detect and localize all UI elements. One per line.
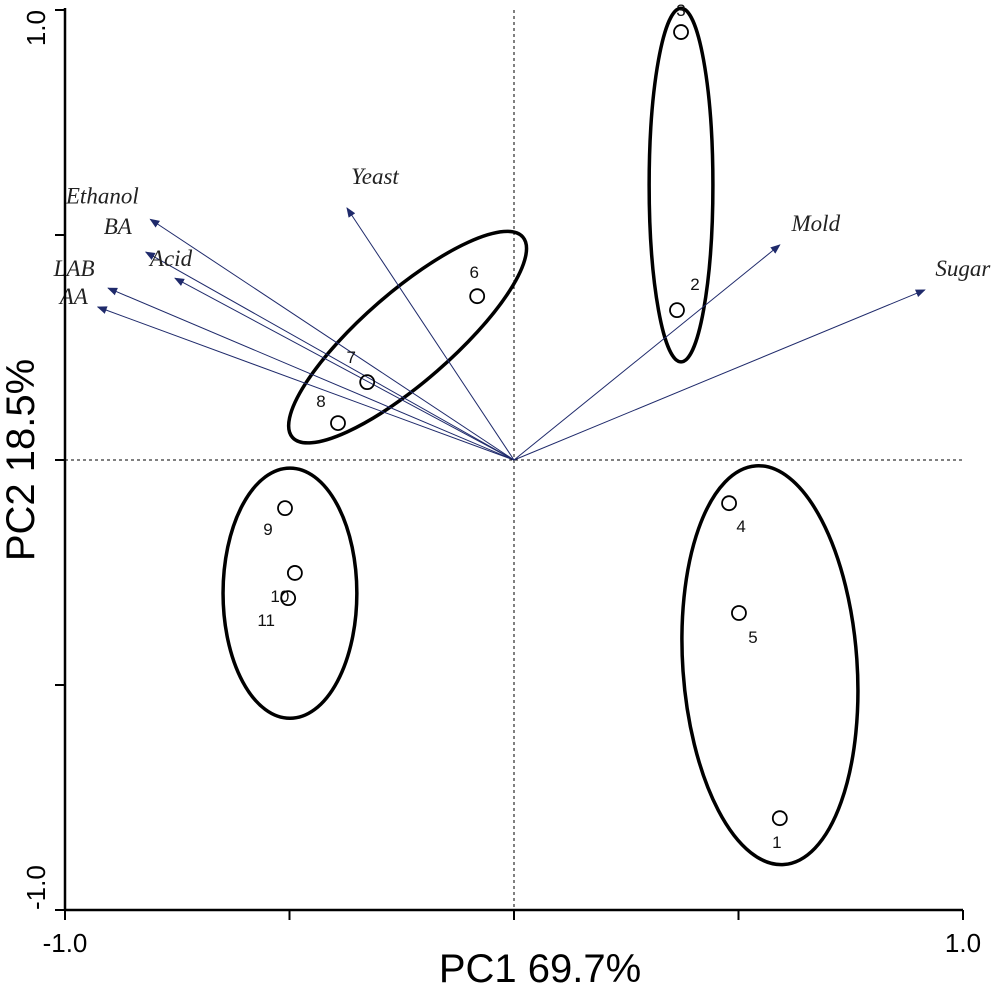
- score-label: 4: [736, 517, 745, 536]
- score-label: 7: [346, 348, 355, 367]
- loading-arrow-sugar: [513, 289, 926, 461]
- loading-label: Acid: [148, 246, 193, 271]
- score-label: 10: [270, 587, 289, 606]
- loading-arrow-yeast: [346, 207, 515, 461]
- x-axis-title: PC1 69.7%: [439, 947, 641, 988]
- score-label: 8: [316, 392, 325, 411]
- loading-label: Yeast: [351, 164, 399, 189]
- y-tick-label: 1.0: [21, 10, 51, 46]
- x-tick-label: 1.0: [945, 928, 981, 958]
- loading-arrow-lab: [107, 287, 515, 461]
- loading-label: Ethanol: [65, 183, 139, 208]
- group-ellipse: [286, 229, 529, 445]
- loading-label: Sugar: [935, 256, 991, 281]
- loading-label: BA: [104, 214, 133, 239]
- score-point: [277, 500, 293, 517]
- loading-arrow-ba: [144, 251, 515, 461]
- score-label: 5: [748, 628, 757, 647]
- score-point: [771, 810, 788, 827]
- score-point: [673, 24, 689, 40]
- score-label: 2: [690, 275, 699, 294]
- score-point: [286, 565, 303, 581]
- y-tick-label: -1.0: [21, 865, 51, 910]
- loading-label: Mold: [791, 211, 841, 236]
- loading-label: AA: [58, 284, 89, 309]
- score-point: [330, 415, 346, 432]
- loading-arrow-acid: [174, 277, 515, 461]
- score-label: 1: [772, 833, 781, 852]
- x-tick-label: -1.0: [43, 928, 88, 958]
- score-label: 11: [257, 611, 275, 630]
- group-ellipse: [647, 6, 715, 364]
- y-axis-title: PC2 18.5%: [0, 359, 43, 561]
- score-point: [731, 605, 747, 621]
- score-label: 6: [469, 263, 478, 282]
- group-ellipse: [680, 464, 860, 867]
- score-point: [721, 495, 737, 512]
- loading-label: LAB: [53, 256, 95, 281]
- score-point: [469, 288, 486, 305]
- score-label: 3: [676, 1, 685, 20]
- score-point: [359, 374, 376, 391]
- loading-arrow-mold: [513, 244, 781, 461]
- loading-arrow-ethanol: [149, 218, 515, 461]
- score-point: [280, 590, 297, 607]
- loading-arrow-aa: [96, 306, 515, 461]
- score-point: [669, 302, 685, 319]
- group-ellipse: [221, 466, 359, 721]
- score-label: 9: [263, 520, 272, 539]
